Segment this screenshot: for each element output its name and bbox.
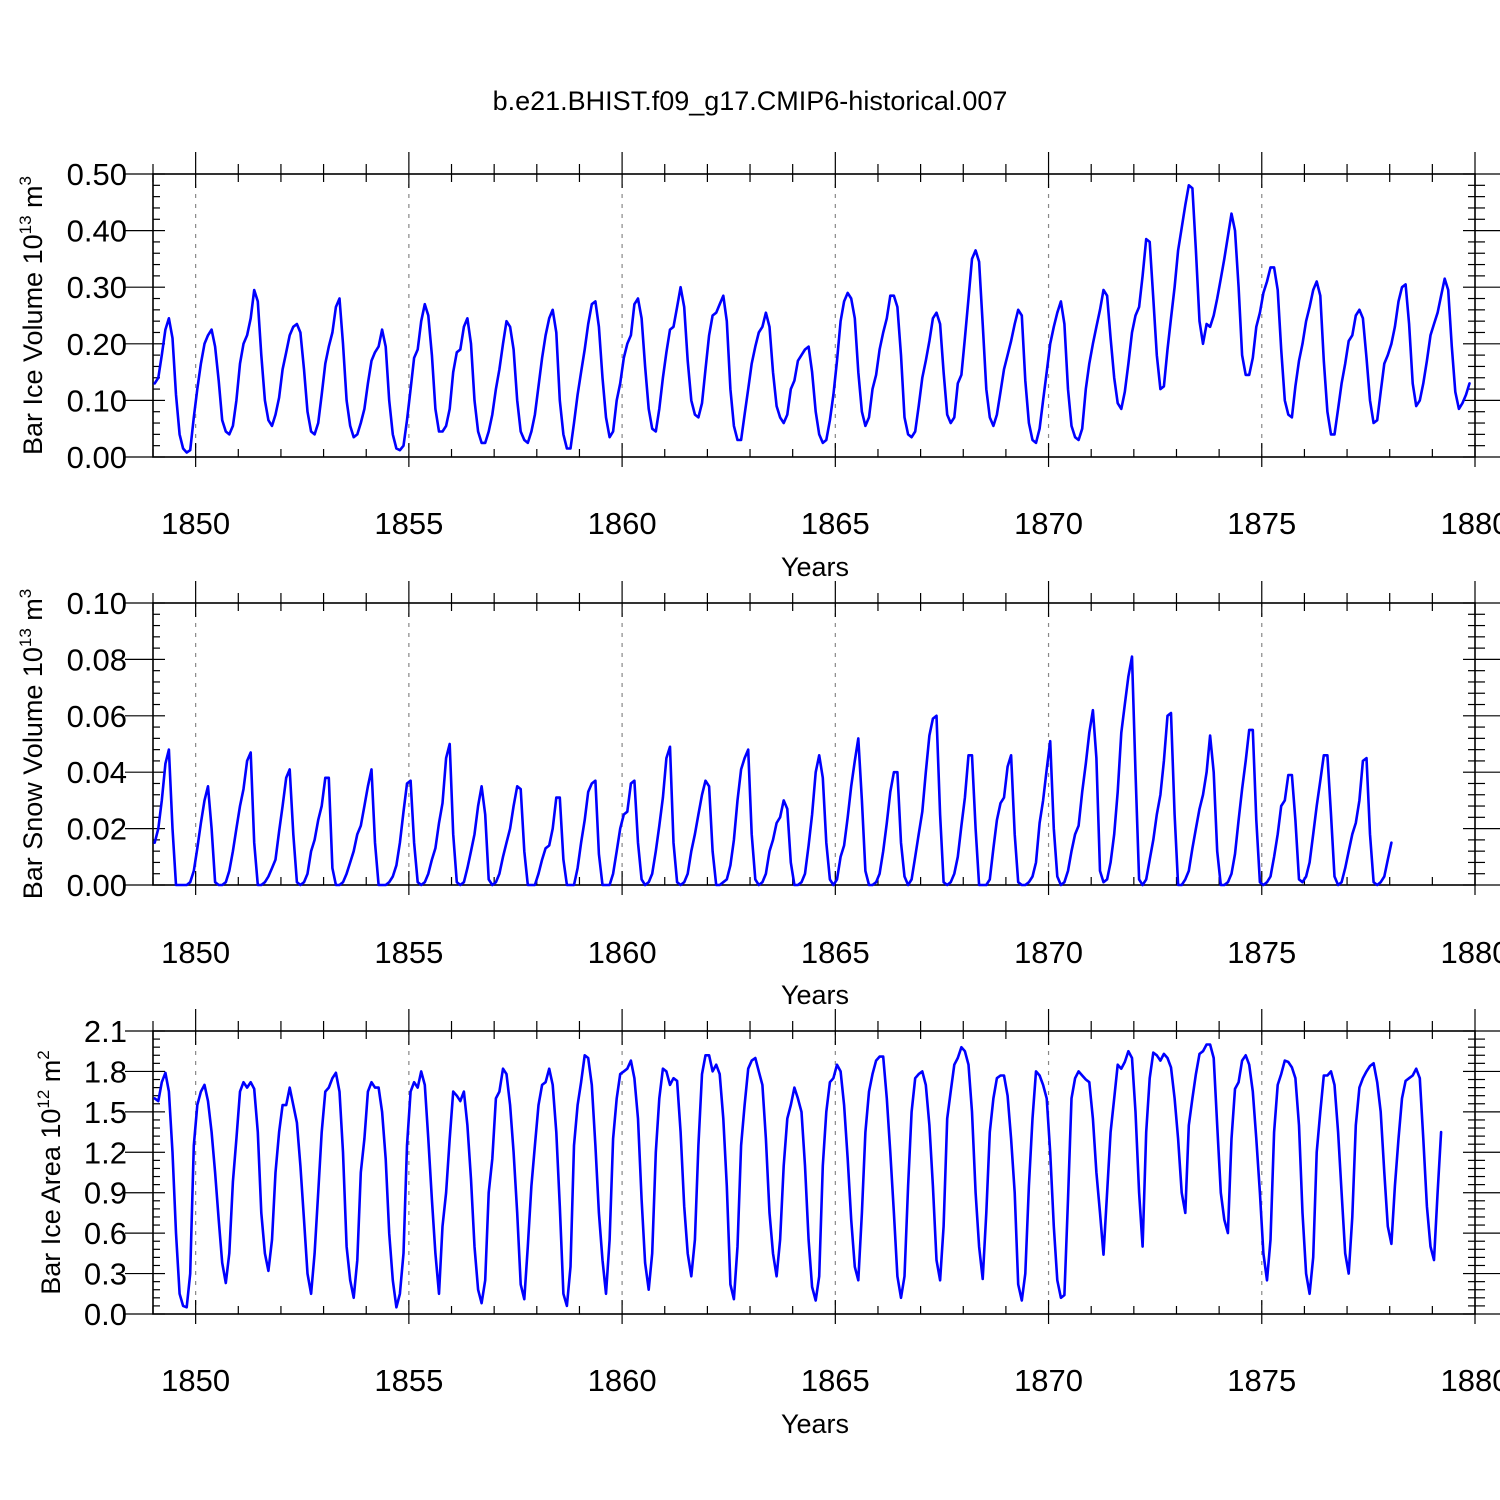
y-tick-label: 0.00 xyxy=(67,440,127,475)
series-line-snow-volume xyxy=(153,655,1393,887)
y-axis-title-exponent: 12 xyxy=(34,1090,53,1109)
plot-frame xyxy=(152,602,1476,886)
y-tick-label: 0.40 xyxy=(67,214,127,249)
y-axis-title-unit: m xyxy=(18,598,48,628)
y-tick-label: 1.8 xyxy=(84,1054,127,1089)
y-axis-title-unit-exponent: 2 xyxy=(34,1050,53,1059)
y-tick-label: 0.0 xyxy=(84,1297,127,1332)
y-tick-label: 0.02 xyxy=(67,812,127,847)
y-axis-title-text: Bar Ice Area 10 xyxy=(36,1109,66,1295)
x-tick-label: 1870 xyxy=(1014,935,1083,970)
x-axis-title: Years xyxy=(781,1409,849,1439)
panel-ice-area: 0.0 0.3 0.6 0.9 1.2 1.5 1.8 2.1 1850 1855 1860 1865… xyxy=(34,1009,1500,1439)
plot-frame xyxy=(152,1030,1476,1315)
x-tick-label: 1860 xyxy=(588,1363,657,1398)
x-tick-label: 1850 xyxy=(161,506,230,541)
x-tick-label: 1880 xyxy=(1441,935,1500,970)
y-tick-label: 2.1 xyxy=(84,1014,127,1049)
y-axis-title-exponent: 13 xyxy=(16,215,35,234)
y-tick-label: 1.2 xyxy=(84,1135,127,1170)
x-tick-label: 1880 xyxy=(1441,1363,1500,1398)
x-tick-label: 1855 xyxy=(374,1363,443,1398)
y-tick-label: 0.20 xyxy=(67,327,127,362)
y-tick-label: 0.30 xyxy=(67,270,127,305)
y-axis-title-text: Bar Snow Volume 10 xyxy=(18,647,48,899)
x-tick-label: 1875 xyxy=(1227,935,1296,970)
y-axis-title: Bar Ice Volume 1013 m3 xyxy=(16,176,48,455)
y-tick-label: 1.5 xyxy=(84,1095,127,1130)
y-tick-label: 0.10 xyxy=(67,383,127,418)
x-tick-label: 1860 xyxy=(588,506,657,541)
y-axis-title-unit: m xyxy=(36,1060,66,1090)
plot-frame xyxy=(152,173,1476,458)
y-tick-label: 0.9 xyxy=(84,1176,127,1211)
panel-snow-volume: 0.00 0.02 0.04 0.06 0.08 0.10 1850 1855 1860 1865… xyxy=(16,581,1500,1010)
x-tick-label: 1880 xyxy=(1441,506,1500,541)
figure-title: b.e21.BHIST.f09_g17.CMIP6-historical.007 xyxy=(493,86,1008,116)
x-tick-label: 1850 xyxy=(161,1363,230,1398)
y-tick-label: 0.6 xyxy=(84,1216,127,1251)
y-axis-title-unit-exponent: 3 xyxy=(16,589,35,598)
y-tick-label: 0.50 xyxy=(67,157,127,192)
x-tick-label: 1850 xyxy=(161,935,230,970)
x-tick-label: 1870 xyxy=(1014,1363,1083,1398)
y-axis-title-text: Bar Ice Volume 10 xyxy=(18,234,48,455)
y-tick-label: 0.00 xyxy=(67,868,127,903)
x-tick-label: 1875 xyxy=(1227,1363,1296,1398)
series-line-ice-volume xyxy=(153,184,1471,454)
y-axis-title: Bar Snow Volume 1013 m3 xyxy=(16,589,48,900)
x-axis-title: Years xyxy=(781,980,849,1010)
y-tick-label: 0.10 xyxy=(67,586,127,621)
x-axis-title: Years xyxy=(781,552,849,582)
x-tick-label: 1875 xyxy=(1227,506,1296,541)
panel-ice-volume: 0.00 0.10 0.20 0.30 0.40 0.50 1850 1855 1860 1865… xyxy=(16,152,1500,582)
y-axis-title-unit: m xyxy=(18,185,48,215)
y-tick-label: 0.08 xyxy=(67,642,127,677)
y-axis-title-exponent: 13 xyxy=(16,628,35,647)
y-axis-title-unit-exponent: 3 xyxy=(16,176,35,185)
x-tick-label: 1860 xyxy=(588,935,657,970)
x-tick-label: 1865 xyxy=(801,1363,870,1398)
x-tick-label: 1865 xyxy=(801,506,870,541)
y-tick-label: 0.3 xyxy=(84,1257,127,1292)
x-tick-label: 1870 xyxy=(1014,506,1083,541)
y-axis-title: Bar Ice Area 1012 m2 xyxy=(34,1050,66,1295)
y-tick-label: 0.04 xyxy=(67,755,127,790)
x-tick-label: 1855 xyxy=(374,506,443,541)
y-tick-label: 0.06 xyxy=(67,699,127,734)
x-tick-label: 1865 xyxy=(801,935,870,970)
x-tick-label: 1855 xyxy=(374,935,443,970)
series-line-ice-area xyxy=(153,1043,1443,1309)
